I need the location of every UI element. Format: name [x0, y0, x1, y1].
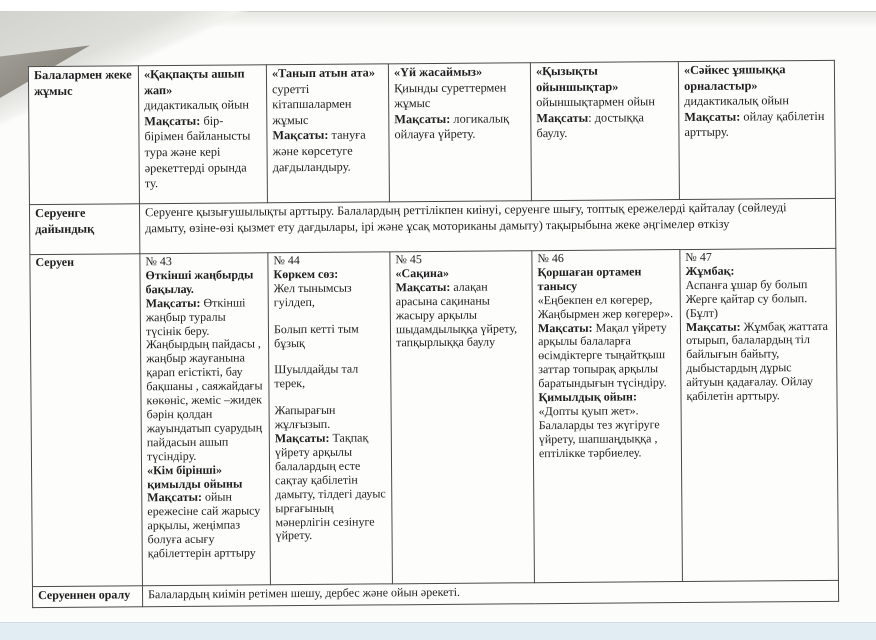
- row-individual-work: Балалармен жеке жұмыс «Қақпақты ашып жап…: [28, 60, 836, 205]
- cell-walk-preparation-label: Серуенге дайындық: [29, 203, 140, 255]
- row-walk-preparation: Серуенге дайындық Серуенге қызығушылықты…: [29, 198, 836, 255]
- cell-walk-47: № 47 Жұмбақ: Аспанға ұшар бу болып Жерге қа…: [679, 248, 839, 582]
- cell-walk-preparation-content: Серуенге қызығушылықты арттыру. Балалард…: [139, 198, 836, 254]
- cell-walk-43: № 43 Өткінші жаңбырды бақылау. Мақсаты: Өт…: [139, 252, 271, 586]
- cell-walk-45: № 45 «Сақина» Мақсаты: алақан арасына сақи…: [389, 250, 535, 584]
- cell-game-tanyp-atyn-ata: «Танып атын ата» суретті кітапшалармен жұ…: [266, 63, 390, 203]
- scanner-bottom-strip: [0, 622, 876, 640]
- cell-individual-work-label: Балалармен жеке жұмыс: [28, 65, 140, 205]
- scanner-top-edge: [0, 0, 876, 12]
- cell-game-qaqpaqty-ashyp-zhap: «Қақпақты ашып жап» дидактикалық ойын Мақс…: [138, 64, 268, 204]
- cell-return-from-walk-label: Серуеннен оралу: [32, 585, 143, 608]
- cell-walk-44: № 44 Көркем сөз: Жел тынымсыз гуілдеп, Болы…: [267, 251, 393, 585]
- cell-game-uy-zhasaymyz: «Үй жасаймыз» Қиынды суреттермен жұмыс Мақ…: [388, 62, 532, 202]
- cell-walk-46: № 46 Қоршаған ортамен танысу «Еңбекпен ел …: [531, 249, 683, 583]
- cell-walk-label: Серуен: [29, 253, 143, 587]
- cell-game-qyzyqty-oiynshyqtar: «Қызықты ойыншықтар» ойыншықтармен ойын Ма…: [530, 61, 680, 201]
- daily-plan-table: Балалармен жеке жұмыс «Қақпақты ашып жап…: [27, 59, 840, 609]
- row-walk: Серуен № 43 Өткінші жаңбырды бақылау. Мақс…: [29, 248, 839, 587]
- cell-game-saikes-uyashyqqa: «Сәйкес ұяшыққа орналастыр» дидактикалық …: [678, 60, 836, 200]
